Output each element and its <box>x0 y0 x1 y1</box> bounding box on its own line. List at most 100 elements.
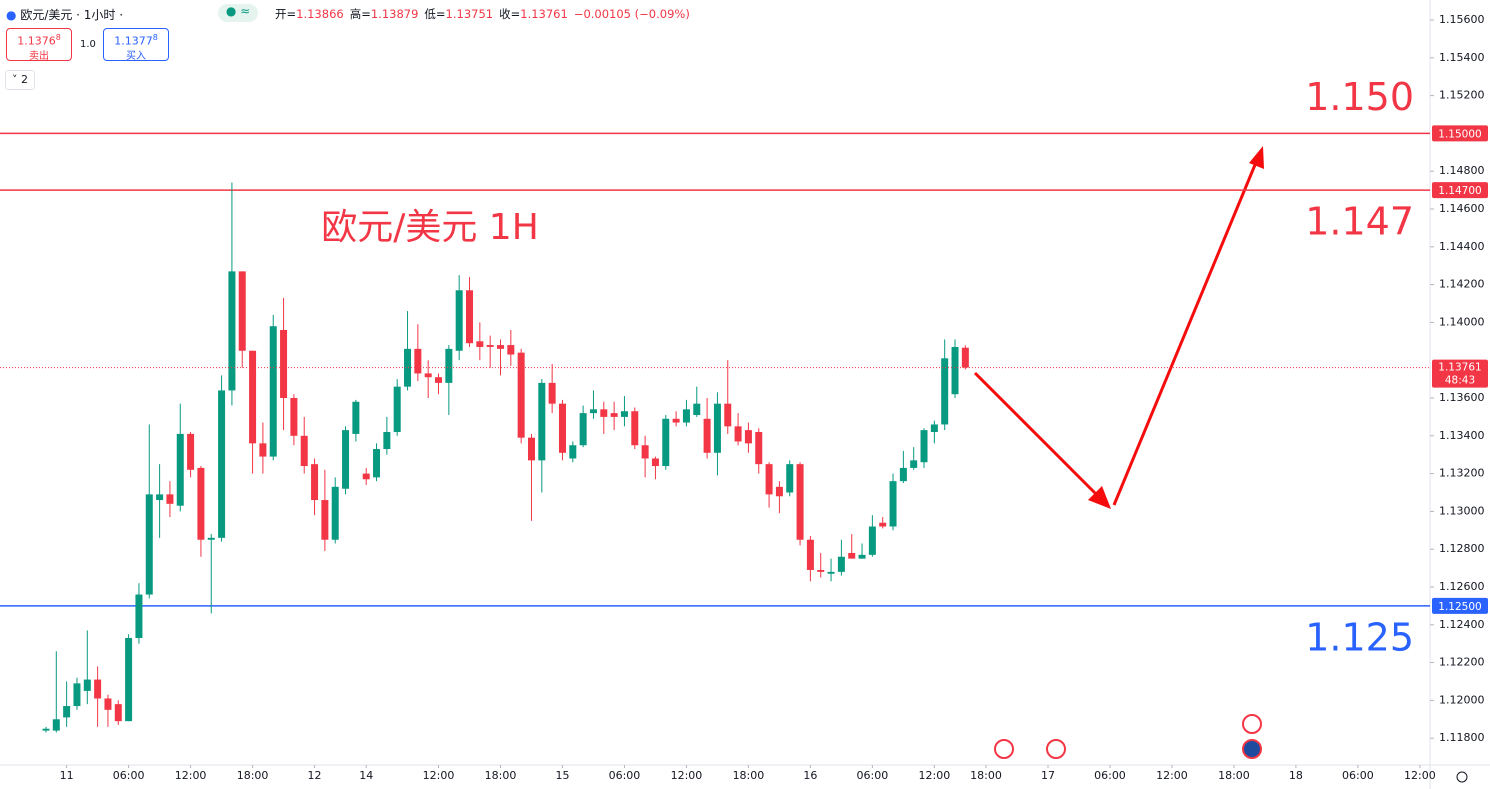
x-tick-label: 06:00 <box>1094 769 1126 782</box>
candle-body <box>94 679 102 699</box>
candle-body <box>961 347 969 368</box>
buy-price: 1.1377 <box>114 34 153 48</box>
candle-body <box>837 556 845 572</box>
candle-body <box>879 522 887 527</box>
x-tick-label: 06:00 <box>857 769 889 782</box>
indicators-toggle[interactable]: ˅ 2 <box>5 70 35 90</box>
candle-body <box>910 460 918 468</box>
candle-body <box>125 638 133 722</box>
ohlc-label: 收= <box>499 7 521 21</box>
level-tag-label: 1.15000 <box>1438 128 1481 140</box>
candle-body <box>817 569 825 572</box>
y-tick-label: 1.12400 <box>1439 618 1485 631</box>
candle-body <box>42 728 50 731</box>
y-tick-label: 1.14000 <box>1439 315 1485 328</box>
sell-pip: 8 <box>55 33 61 42</box>
candle-body <box>930 424 938 433</box>
candle-body <box>135 594 143 639</box>
ohlc-label: 开= <box>275 7 297 21</box>
ohlc-label: 高= <box>349 7 371 21</box>
x-tick-label: 12:00 <box>1156 769 1188 782</box>
x-tick-label: 06:00 <box>609 769 641 782</box>
buy-button[interactable]: 1.13778 买入 <box>103 28 169 62</box>
event-icon <box>1242 714 1262 734</box>
arrows <box>973 146 1264 509</box>
ohlc-value: 1.13879 <box>370 7 419 21</box>
candle-body <box>404 348 412 387</box>
candle-body <box>424 373 432 378</box>
candle-body <box>538 382 546 461</box>
event-icon <box>1242 739 1262 759</box>
candle-body <box>744 430 752 444</box>
candle-body <box>414 348 422 374</box>
candle-body <box>197 467 205 540</box>
event-icon <box>994 739 1014 759</box>
sell-button[interactable]: 1.13768 卖出 <box>6 28 72 62</box>
candle-body <box>703 418 711 453</box>
candle-body <box>249 350 257 444</box>
y-tick-label: 1.12000 <box>1439 693 1485 706</box>
candle-body <box>207 537 215 540</box>
price-tag <box>1432 359 1488 388</box>
arrow-head <box>1249 146 1264 169</box>
x-tick-label: 12 <box>308 769 322 782</box>
candle-body <box>104 698 112 710</box>
level-label: 1.125 <box>1305 615 1414 659</box>
x-tick-label: 18:00 <box>733 769 765 782</box>
candle-body <box>476 341 484 347</box>
change: −0.00105 (−0.09%) <box>573 7 690 21</box>
x-tick-label: 12:00 <box>671 769 703 782</box>
candle-body <box>321 500 329 540</box>
candle-body <box>620 411 628 417</box>
y-tick-label: 1.14600 <box>1439 202 1485 215</box>
y-tick-label: 1.14800 <box>1439 164 1485 177</box>
x-tick-label: 12:00 <box>1404 769 1436 782</box>
symbol-icon: ● <box>6 8 17 22</box>
candle-body <box>527 437 535 461</box>
y-tick-label: 1.11800 <box>1439 731 1485 744</box>
level-tag <box>1432 182 1488 199</box>
settings-icon[interactable] <box>1456 771 1468 783</box>
candle-body <box>517 352 525 438</box>
candle-body <box>228 271 236 391</box>
y-tick-label: 1.13400 <box>1439 429 1485 442</box>
indicator-count: 2 <box>21 73 28 86</box>
status[interactable]: ● ≈ <box>218 4 258 22</box>
candle-body <box>238 271 246 351</box>
candle-body <box>682 409 690 423</box>
y-tick-label: 1.15200 <box>1439 89 1485 102</box>
y-tick-label: 1.13200 <box>1439 467 1485 480</box>
level-tag <box>1432 597 1488 614</box>
candle-body <box>755 432 763 465</box>
candle-body <box>114 704 122 722</box>
candle-body <box>786 464 794 493</box>
countdown: 48:43 <box>1445 375 1475 387</box>
candle-body <box>166 494 174 504</box>
candle-body <box>734 426 742 442</box>
candle-body <box>52 719 60 731</box>
candle-body <box>827 571 835 574</box>
sell-price: 1.1376 <box>17 34 56 48</box>
level-tag <box>1432 125 1488 142</box>
candle-body <box>631 411 639 446</box>
chart-title: 欧元/美元 1H <box>321 207 539 248</box>
candle-body <box>569 445 577 459</box>
x-tick-label: 06:00 <box>113 769 145 782</box>
x-tick-label: 12:00 <box>919 769 951 782</box>
y-tick-label: 1.15400 <box>1439 51 1485 64</box>
x-tick-label: 15 <box>555 769 569 782</box>
candle-body <box>806 539 814 570</box>
x-tick-label: 18:00 <box>970 769 1002 782</box>
level-label: 1.150 <box>1305 75 1414 119</box>
x-tick-label: 18:00 <box>485 769 517 782</box>
level-label: 1.147 <box>1305 200 1414 244</box>
candle-body <box>889 481 897 527</box>
candle-body <box>342 430 350 489</box>
candle-body <box>724 403 732 427</box>
candle-body <box>951 346 959 395</box>
candle-body <box>941 358 949 425</box>
y-tick-label: 1.14200 <box>1439 278 1485 291</box>
x-tick-label: 17 <box>1041 769 1055 782</box>
candle-body <box>455 290 463 351</box>
